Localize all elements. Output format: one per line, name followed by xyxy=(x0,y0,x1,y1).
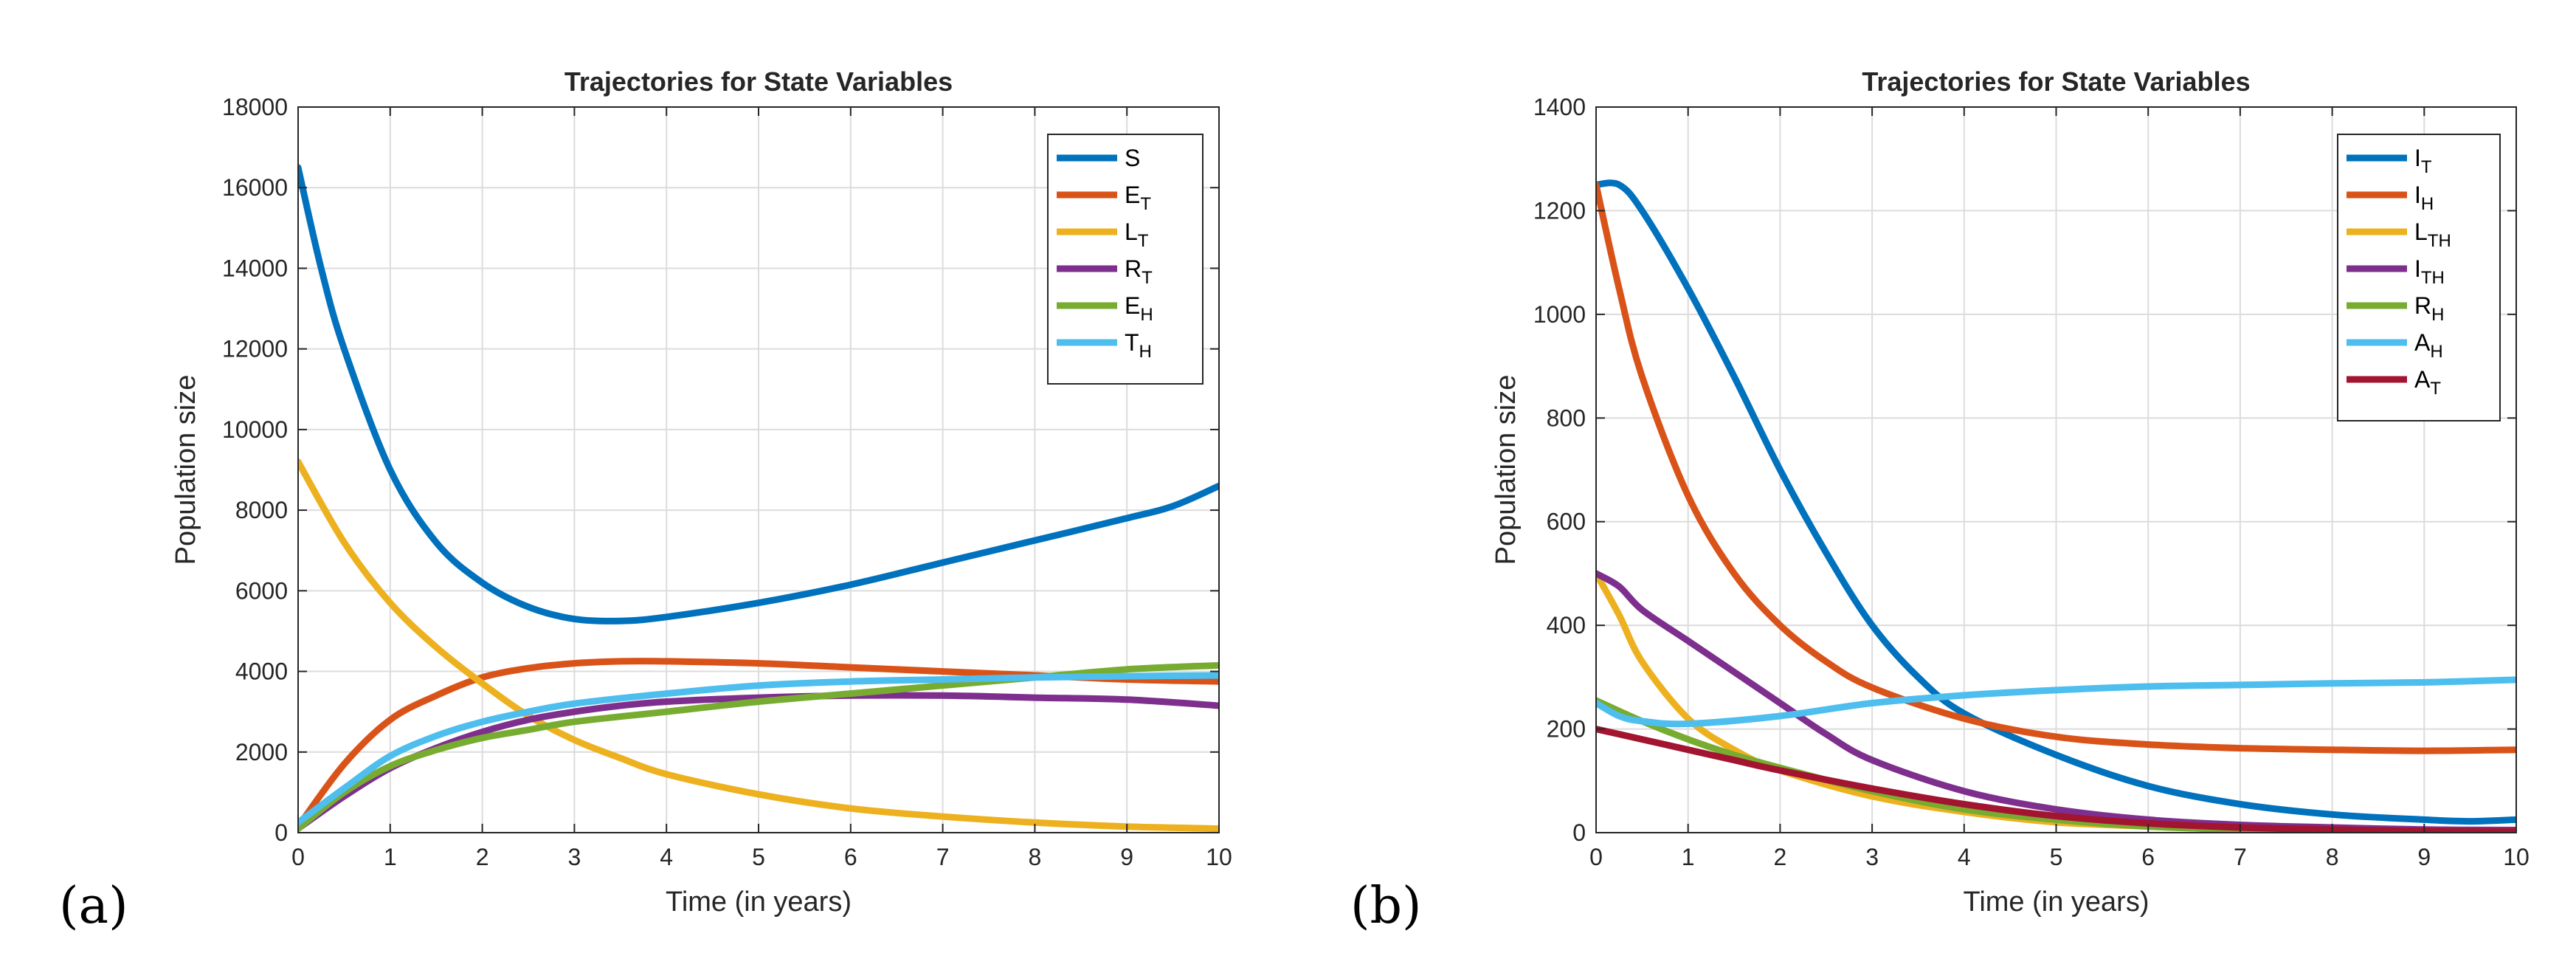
x-tick-label: 1 xyxy=(1682,844,1695,870)
x-tick-label: 0 xyxy=(291,844,305,870)
y-tick-label: 16000 xyxy=(222,174,288,201)
legend-label: AT xyxy=(2414,366,2441,399)
x-tick-label: 6 xyxy=(844,844,857,870)
series-line-i-h xyxy=(1596,181,2516,754)
x-tick-label: 10 xyxy=(1206,844,1232,870)
legend-label: IH xyxy=(2414,182,2434,214)
x-tick-label: 8 xyxy=(1029,844,1042,870)
legend-label: IT xyxy=(2414,145,2432,177)
y-tick-label: 4000 xyxy=(235,658,288,685)
chart-a: 0 1 2 3 4 5 6 7 8 9 10 0 2000 4000 6000 8000 10000 12000 1… xyxy=(59,66,1232,935)
x-tick-label: 4 xyxy=(660,844,673,870)
x-tick-label: 7 xyxy=(936,844,950,870)
x-tick-label: 4 xyxy=(1958,844,1971,870)
x-tick-label: 9 xyxy=(1120,844,1133,870)
x-tick-label: 3 xyxy=(568,844,581,870)
x-tick-label: 10 xyxy=(2503,844,2530,870)
series-line-s xyxy=(298,164,1219,624)
y-tick-label: 6000 xyxy=(235,577,288,604)
legend-label: LTH xyxy=(2414,218,2451,251)
y-tick-label: 0 xyxy=(1572,819,1586,846)
series-line-t-h xyxy=(298,672,1219,826)
legend-label: ITH xyxy=(2414,255,2445,288)
y-tick-label: 400 xyxy=(1547,612,1586,639)
y-tick-label: 200 xyxy=(1547,716,1586,743)
panel-label: (b) xyxy=(1350,877,1422,935)
y-axis-label: Population size xyxy=(170,375,201,565)
legend-box xyxy=(2337,134,2501,421)
x-tick-label: 2 xyxy=(1774,844,1787,870)
series-line-a-h xyxy=(1596,676,2516,728)
x-tick-label: 3 xyxy=(1865,844,1879,870)
y-tick-label: 8000 xyxy=(235,497,288,523)
legend-label: ET xyxy=(1125,182,1151,214)
y-tick-label: 1000 xyxy=(1533,301,1586,328)
legend-label: LT xyxy=(1125,218,1149,251)
series-group xyxy=(298,164,1219,832)
x-tick-label: 7 xyxy=(2234,844,2247,870)
y-tick-label: 0 xyxy=(274,819,288,846)
chart-title: Trajectories for State Variables xyxy=(1862,66,2250,97)
y-tick-label: 1400 xyxy=(1533,94,1586,120)
panel-label: (a) xyxy=(59,877,128,935)
y-tick-label: 800 xyxy=(1547,405,1586,431)
x-axis-label: Time (in years) xyxy=(1964,887,2149,918)
y-tick-label: 10000 xyxy=(222,416,288,443)
y-tick-label: 2000 xyxy=(235,739,288,765)
series-line-l-t xyxy=(298,458,1219,832)
legend-label: TH xyxy=(1125,329,1152,362)
x-tick-label: 5 xyxy=(2050,844,2063,870)
x-tick-label: 8 xyxy=(2326,844,2339,870)
y-axis-label: Population size xyxy=(1491,375,1522,565)
chart-b: 0 1 2 3 4 5 6 7 8 9 10 0 200 400 600 800 1000 1200 1400 Tra… xyxy=(1350,66,2530,935)
y-tick-label: 14000 xyxy=(222,255,288,281)
y-tick-label: 600 xyxy=(1547,509,1586,535)
legend-label: AH xyxy=(2414,329,2443,362)
series-line-a-t xyxy=(1596,726,2516,833)
chart-title: Trajectories for State Variables xyxy=(564,66,953,97)
y-tick-label: 1200 xyxy=(1533,197,1586,224)
legend-label: S xyxy=(1125,145,1140,171)
legend-label: RH xyxy=(2414,292,2444,325)
x-tick-label: 6 xyxy=(2141,844,2155,870)
x-tick-label: 0 xyxy=(1589,844,1603,870)
y-tick-label: 12000 xyxy=(222,336,288,362)
series-line-i-t xyxy=(1596,179,2516,825)
x-tick-label: 5 xyxy=(752,844,765,870)
x-tick-label: 2 xyxy=(476,844,489,870)
legend-label: RT xyxy=(1125,255,1153,288)
x-axis-label: Time (in years) xyxy=(666,887,852,918)
x-tick-label: 9 xyxy=(2417,844,2431,870)
x-tick-label: 1 xyxy=(384,844,397,870)
legend-label: EH xyxy=(1125,292,1153,325)
y-tick-label: 18000 xyxy=(222,94,288,120)
